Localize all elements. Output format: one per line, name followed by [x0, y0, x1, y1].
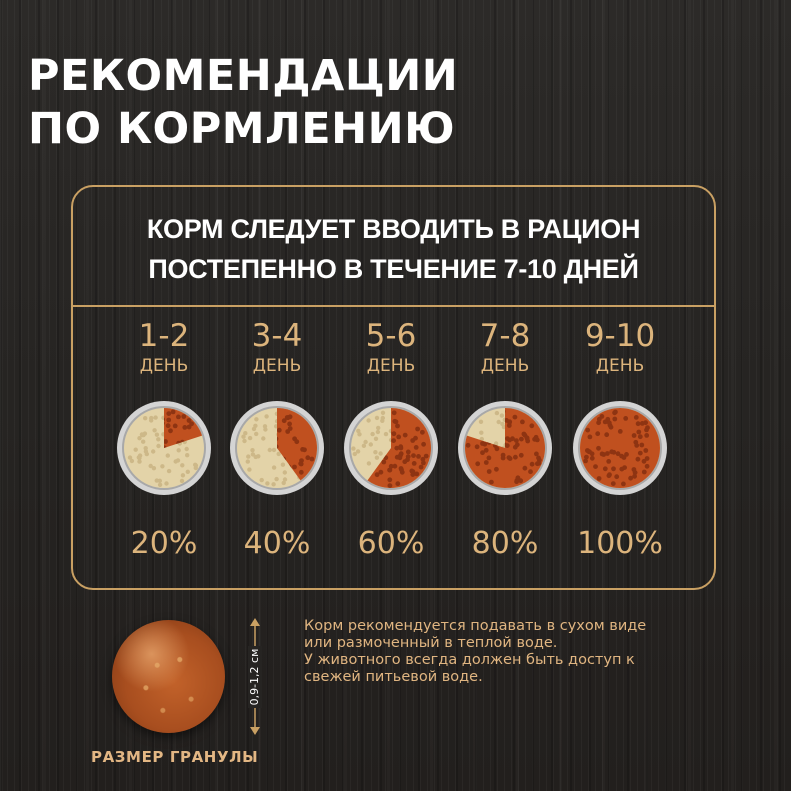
note-line-1: Корм рекомендуется подавать в сухом виде	[304, 618, 647, 634]
stage-percent: 80%	[471, 526, 539, 561]
stage-3: 5-6 ДЕНЬ 60%	[336, 318, 446, 562]
granule-image	[112, 620, 225, 733]
stage-2: 3-4 ДЕНЬ 40%	[222, 318, 332, 562]
note-line-4: свежей питьевой воде.	[304, 669, 483, 685]
serving-note: Корм рекомендуется подавать в сухом виде…	[304, 618, 744, 686]
bowl-pie-icon	[344, 401, 438, 495]
stage-day-unit: ДЕНЬ	[366, 356, 416, 376]
stage-days: 9-10	[584, 318, 656, 354]
stage-day-unit: ДЕНЬ	[480, 356, 530, 376]
stage-day-unit: ДЕНЬ	[252, 356, 302, 376]
ruler-label-bg	[248, 646, 262, 708]
stage-day-unit: ДЕНЬ	[595, 356, 645, 376]
ruler-arrow-up-icon	[250, 618, 260, 626]
stage-percent: 40%	[243, 526, 311, 561]
stage-5: 9-10 ДЕНЬ 100%	[565, 318, 675, 562]
stage-days: 3-4	[251, 318, 303, 354]
stage-4: 7-8 ДЕНЬ 80%	[450, 318, 560, 562]
stage-percent: 100%	[577, 526, 663, 561]
note-line-3: У животного всегда должен быть доступ к	[304, 652, 635, 668]
bowl-pie-icon	[230, 401, 324, 495]
stage-days: 1-2	[138, 318, 190, 354]
transition-intro: КОРМ СЛЕДУЕТ ВВОДИТЬ В РАЦИОН ПОСТЕПЕННО…	[73, 209, 714, 289]
ruler-arrow-down-icon	[250, 727, 260, 735]
intro-line-1: КОРМ СЛЕДУЕТ ВВОДИТЬ В РАЦИОН	[146, 214, 641, 244]
bowl-pie-icon	[117, 401, 211, 495]
stage-day-unit: ДЕНЬ	[139, 356, 189, 376]
stage-days: 5-6	[365, 318, 417, 354]
stage-percent: 60%	[357, 526, 425, 561]
intro-line-2: ПОСТЕПЕННО В ТЕЧЕНИЕ 7-10 ДНЕЙ	[148, 254, 639, 284]
transition-panel: КОРМ СЛЕДУЕТ ВВОДИТЬ В РАЦИОН ПОСТЕПЕННО…	[71, 185, 716, 590]
granule-size-value: 0,9-1,2 см	[248, 649, 261, 706]
stage-days: 7-8	[479, 318, 531, 354]
granule-size-label: РАЗМЕР ГРАНУЛЫ	[91, 748, 259, 766]
page-title-line-2: ПО КОРМЛЕНИЮ	[28, 104, 456, 154]
new-food-slice	[580, 408, 660, 488]
stage-percent: 20%	[130, 526, 198, 561]
new-food-slice	[277, 408, 317, 481]
stage-1: 1-2 ДЕНЬ 20%	[109, 318, 219, 562]
bowl-pie-icon	[458, 401, 552, 495]
page-title: РЕКОМЕНДАЦИИ ПО КОРМЛЕНИЮ	[28, 50, 458, 156]
note-line-2: или размоченный в теплой воде.	[304, 635, 558, 651]
granule-size-ruler: 0,9-1,2 см	[248, 618, 262, 735]
page-title-line-1: РЕКОМЕНДАЦИИ	[28, 51, 459, 101]
bowl-pie-icon	[573, 401, 667, 495]
panel-divider	[73, 305, 714, 307]
